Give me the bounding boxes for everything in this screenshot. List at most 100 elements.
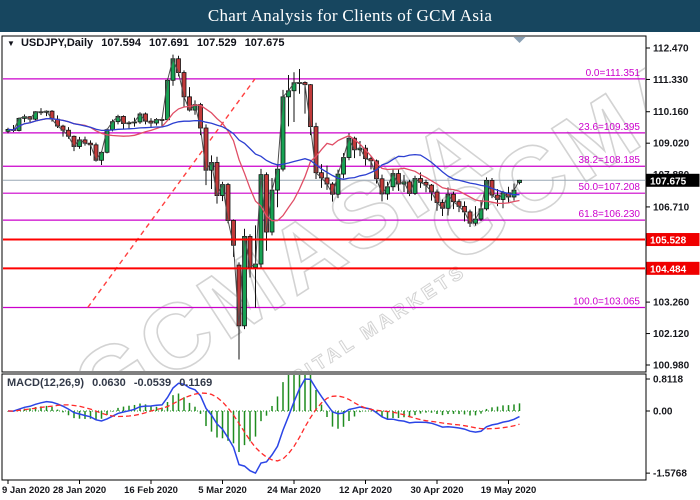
fib-baseline <box>87 78 256 308</box>
date-tick-label: 24 Mar 2020 <box>267 485 321 496</box>
candle-body <box>467 211 473 224</box>
date-tick-label: 16 Feb 2020 <box>124 485 178 496</box>
candle-body <box>407 181 412 194</box>
macd-histogram-bar <box>40 406 42 411</box>
macd-histogram-bar <box>67 411 70 416</box>
candle-body <box>181 72 187 98</box>
macd-histogram-bar <box>78 411 81 419</box>
macd-tick-label: 0.00 <box>653 407 673 418</box>
macd-histogram-bar <box>227 411 229 441</box>
candle-body <box>176 58 181 73</box>
candle-body <box>225 184 231 221</box>
price-badge-label: 105.528 <box>650 236 687 247</box>
price-badge <box>646 173 700 187</box>
macd-histogram-bar <box>155 406 158 411</box>
macd-histogram-bar <box>243 411 246 446</box>
macd-histogram-bar <box>469 411 471 416</box>
candle-body <box>396 173 401 185</box>
price-tick-label: 100.980 <box>653 361 690 372</box>
candle-body <box>269 189 275 233</box>
close-price-line <box>7 57 520 326</box>
macd-histogram-bar <box>397 411 400 419</box>
macd-histogram-bar <box>254 411 257 437</box>
candle-body <box>165 79 170 121</box>
time-axis[interactable]: 9 Jan 2020 28 Jan 2020 16 Feb 2020 5 Mar 20… <box>2 480 536 496</box>
macd-tick-label: 0.8118 <box>653 375 683 386</box>
candle-body <box>275 168 280 191</box>
date-tick-label: 12 Apr 2020 <box>339 485 392 496</box>
macd-line <box>7 378 520 475</box>
price-tick-label: 103.260 <box>653 298 690 309</box>
date-tick-label: 28 Jan 2020 <box>53 485 106 496</box>
macd-histogram-bar <box>309 375 312 411</box>
macd-histogram-bar <box>392 411 394 419</box>
macd-histogram-bar <box>326 411 328 418</box>
macd-histogram-bar <box>386 411 389 419</box>
candle-body <box>198 104 203 129</box>
macd-panel[interactable] <box>1 373 647 481</box>
macd-signal-value: -0.0539 <box>133 377 172 389</box>
candle-body <box>214 162 220 197</box>
macd-histogram-bar <box>507 405 510 411</box>
fib-label: 100.0=103.065 <box>573 296 640 307</box>
collapse-arrow-icon[interactable]: ▼ <box>7 39 15 48</box>
price-tick-label: 102.120 <box>653 329 690 340</box>
fib-label: 23.6=109.395 <box>579 122 641 133</box>
macd-axis[interactable]: 0.8118 0.00 -1.5768 <box>646 375 687 480</box>
macd-histogram-bar <box>430 411 433 413</box>
price-badge <box>646 233 700 247</box>
main-chart-panel[interactable] <box>1 35 647 373</box>
price-tick-label: 109.020 <box>653 139 690 150</box>
macd-label: MACD(12,26,9) <box>7 377 85 389</box>
moving-averages <box>7 57 520 326</box>
high-value: 107.691 <box>149 37 189 49</box>
macd-histogram-bar <box>496 406 499 411</box>
macd-histogram-bar <box>56 409 59 411</box>
candle-body <box>16 117 22 131</box>
candle-body <box>231 220 236 246</box>
candle-body <box>517 179 522 183</box>
last-bar-marker-icon <box>513 37 526 43</box>
close-value: 107.675 <box>244 37 285 49</box>
macd-histogram-bar <box>238 411 240 453</box>
macd-histogram-bar <box>133 404 136 411</box>
ma13-line <box>7 104 520 222</box>
macd-histogram-bar <box>458 411 460 415</box>
candle-body <box>308 84 313 128</box>
candle-body <box>5 128 11 132</box>
macd-histogram-bar <box>221 411 224 439</box>
candle-body <box>341 157 346 175</box>
macd-histogram-bar <box>194 406 196 411</box>
macd-histogram-bar <box>260 411 262 422</box>
macd-histogram-bar <box>452 411 455 414</box>
candles <box>5 54 522 360</box>
date-tick-label: 30 Apr 2020 <box>411 485 464 496</box>
macd-histogram-bar <box>293 375 295 411</box>
price-tick-label: 106.710 <box>653 202 690 213</box>
symbol-ohlc-header: ▼ USDJPY,Daily 107.594 107.691 107.529 1… <box>7 37 289 49</box>
candle-body <box>280 96 286 170</box>
ma26-line <box>7 118 520 196</box>
macd-histogram-bar <box>518 403 521 411</box>
macd-histogram-bar <box>177 393 180 411</box>
macd-histogram-bar <box>337 411 339 429</box>
price-axis[interactable]: 112.470111.330110.160109.020107.880106.7… <box>646 44 700 372</box>
macd-histogram-bar <box>480 411 482 414</box>
macd-histogram-bar <box>117 407 119 411</box>
macd-histogram-bar <box>348 411 350 422</box>
macd-histogram-bar <box>210 411 213 432</box>
macd-histogram-bar <box>513 404 515 411</box>
macd-histogram-bar <box>320 404 323 411</box>
macd-histogram-bar <box>62 411 64 413</box>
macd-histogram-bar <box>364 410 367 412</box>
candle-body <box>434 191 440 203</box>
macd-histogram-bar <box>474 411 477 416</box>
price-badge-label: 107.675 <box>650 176 687 187</box>
candle-body <box>104 129 110 153</box>
macd-histogram-bar <box>370 410 372 412</box>
title-bar: Chart Analysis for Clients of GCM Asia <box>0 0 700 32</box>
price-tick-label: 110.160 <box>653 107 689 118</box>
macd-histogram-bar <box>232 411 235 444</box>
macd-histogram-bar <box>205 411 207 427</box>
